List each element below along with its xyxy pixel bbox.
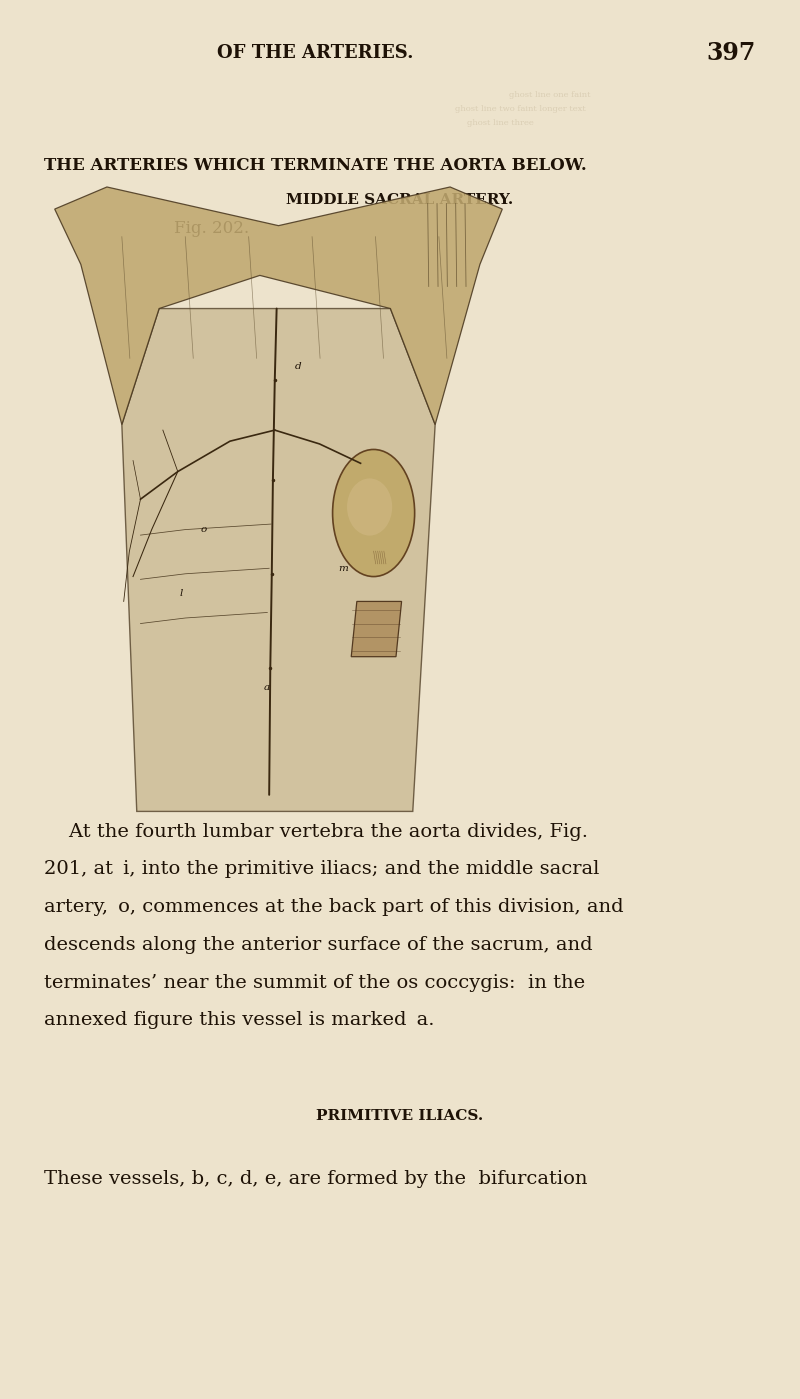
Text: l: l [180,589,183,597]
Text: THE ARTERIES WHICH TERMINATE THE AORTA BELOW.: THE ARTERIES WHICH TERMINATE THE AORTA B… [44,157,586,173]
Text: 397: 397 [706,41,756,66]
Text: MIDDLE SACRAL ARTERY.: MIDDLE SACRAL ARTERY. [286,193,514,207]
Text: Fig. 202.: Fig. 202. [174,220,249,236]
Polygon shape [54,187,502,425]
Ellipse shape [333,449,414,576]
Text: descends along the anterior surface of the sacrum, and: descends along the anterior surface of t… [44,936,593,954]
Text: ghost line one faint: ghost line one faint [510,91,590,99]
Text: These vessels, b, c, d, e, are formed by the  bifurcation: These vessels, b, c, d, e, are formed by… [44,1170,587,1188]
Polygon shape [351,602,402,656]
Text: PRIMITIVE ILIACS.: PRIMITIVE ILIACS. [316,1109,484,1123]
Text: m: m [338,564,348,574]
Text: artery,  o, commences at the back part of this division, and: artery, o, commences at the back part of… [44,898,624,916]
Ellipse shape [347,478,392,536]
Text: d: d [295,362,302,371]
Text: o: o [200,526,206,534]
Text: OF THE ARTERIES.: OF THE ARTERIES. [217,45,414,62]
Text: ghost line three: ghost line three [466,119,534,127]
Polygon shape [122,309,435,811]
Text: terminates’ near the summit of the os coccygis:  in the: terminates’ near the summit of the os co… [44,974,585,992]
Text: ghost line two faint longer text: ghost line two faint longer text [454,105,586,113]
Text: annexed figure this vessel is marked  a.: annexed figure this vessel is marked a. [44,1011,434,1030]
Text: a: a [263,683,270,693]
Text: At the fourth lumbar vertebra the aorta divides, Fig.: At the fourth lumbar vertebra the aorta … [44,823,588,841]
Text: 201, at  i, into the primitive iliacs; and the middle sacral: 201, at i, into the primitive iliacs; an… [44,860,599,879]
